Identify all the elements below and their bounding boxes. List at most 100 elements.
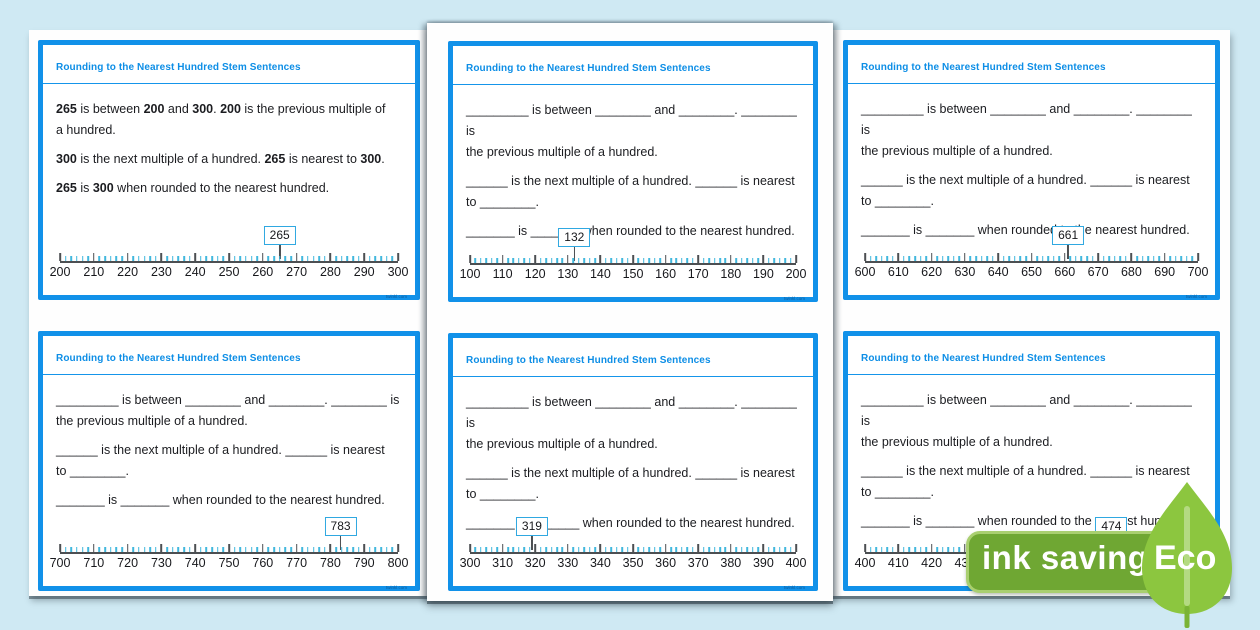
marker-box: 265 <box>263 226 296 245</box>
tick-minor <box>216 256 219 261</box>
tick-minor <box>109 256 112 261</box>
tick-minor <box>518 547 520 552</box>
tick-major <box>59 544 61 552</box>
tick-major <box>599 255 602 263</box>
tick-label: 120 <box>524 267 546 281</box>
tick-minor <box>746 258 748 263</box>
tick-minor <box>104 256 106 261</box>
tick-minor <box>670 547 672 552</box>
number-line-marker: 661 <box>1052 226 1085 259</box>
tick-minor <box>919 547 922 552</box>
sentence-line: 265 is between 200 and 300. 200 is the p… <box>56 102 386 116</box>
sentence-line: to ________. <box>861 194 934 208</box>
tick-minor <box>323 256 326 261</box>
tick-minor <box>886 547 888 552</box>
tick-minor <box>740 258 743 263</box>
tick-major <box>126 253 129 261</box>
sentence-line: the previous multiple of a hundred. <box>861 144 1053 158</box>
tick-minor <box>637 258 640 263</box>
tick-major <box>501 544 504 552</box>
page-middle: Rounding to the Nearest Hundred Stem Sen… <box>427 23 833 601</box>
tick-major <box>160 544 163 552</box>
tick-minor <box>914 547 916 552</box>
tick-label: 700 <box>49 556 71 570</box>
tick-major <box>897 253 900 261</box>
tick-label: 370 <box>687 556 709 570</box>
tick-minor <box>588 547 591 552</box>
tick-major <box>964 253 966 261</box>
tick-minor <box>577 258 580 263</box>
tick-minor <box>572 547 575 552</box>
tick-minor <box>87 256 89 261</box>
tick-minor <box>369 256 371 261</box>
tick-label: 710 <box>83 556 105 570</box>
sentence-line: _________ is between ________ and ______… <box>466 395 801 430</box>
tick-minor <box>610 547 613 552</box>
tick-minor <box>290 547 292 552</box>
tick-label: 680 <box>1120 265 1142 279</box>
tick-minor <box>583 547 585 552</box>
tick-label: 310 <box>492 556 514 570</box>
sentence-line: a hundred. <box>56 123 116 137</box>
badge-label: ink saving <box>982 539 1149 576</box>
tick-minor <box>149 256 151 261</box>
tick-minor <box>267 256 270 261</box>
tick-minor <box>1047 256 1049 261</box>
tick-label: 220 <box>117 265 139 279</box>
tick-major <box>864 544 866 552</box>
tick-minor <box>335 256 337 261</box>
tick-minor <box>1014 256 1016 261</box>
tick-minor <box>256 256 258 261</box>
tick-minor <box>188 256 191 261</box>
tick-major <box>469 544 471 552</box>
tick-minor <box>284 547 287 552</box>
number-line-marker: 132 <box>558 228 591 261</box>
tick-major <box>295 253 298 261</box>
tick-minor <box>891 547 894 552</box>
tick-major <box>762 255 765 263</box>
tick-minor <box>245 256 247 261</box>
tick-minor <box>307 256 309 261</box>
tick-label: 620 <box>921 265 943 279</box>
tick-minor <box>610 258 613 263</box>
tick-minor <box>132 256 135 261</box>
tick-minor <box>719 258 721 263</box>
tick-minor <box>708 258 710 263</box>
tick-label: 780 <box>319 556 341 570</box>
sentence-line: to ________. <box>861 485 934 499</box>
tick-major <box>567 255 569 263</box>
tick-minor <box>869 256 872 261</box>
card-title: Rounding to the Nearest Hundred Stem Sen… <box>466 355 711 366</box>
tick-major <box>262 253 264 261</box>
tick-minor <box>550 547 553 552</box>
tick-minor <box>681 547 683 552</box>
tick-minor <box>713 258 716 263</box>
tick-minor <box>222 547 225 552</box>
tick-minor <box>713 547 716 552</box>
tick-minor <box>681 258 683 263</box>
tick-minor <box>561 258 564 263</box>
stem-sentences-card: Rounding to the Nearest Hundred Stem Sen… <box>38 40 420 300</box>
tick-minor <box>374 547 377 552</box>
tick-minor <box>154 547 157 552</box>
tick-minor <box>869 547 872 552</box>
stem-sentence: _________ is between ________ and ______… <box>466 392 800 455</box>
tick-label: 420 <box>921 556 943 570</box>
tick-minor <box>380 256 382 261</box>
tick-minor <box>200 256 202 261</box>
tick-minor <box>1058 256 1061 261</box>
tick-minor <box>380 547 382 552</box>
tick-minor <box>284 256 287 261</box>
number-line-axis <box>60 261 398 263</box>
tick-minor <box>301 547 304 552</box>
tick-minor <box>1036 256 1038 261</box>
tick-minor <box>958 256 961 261</box>
tick-minor <box>1191 256 1194 261</box>
tick-minor <box>556 547 558 552</box>
card-title: Rounding to the Nearest Hundred Stem Sen… <box>56 62 301 73</box>
tick-minor <box>490 547 493 552</box>
tick-minor <box>233 256 236 261</box>
tick-minor <box>735 258 738 263</box>
tick-label: 280 <box>319 265 341 279</box>
card-header: Rounding to the Nearest Hundred Stem Sen… <box>43 336 415 375</box>
